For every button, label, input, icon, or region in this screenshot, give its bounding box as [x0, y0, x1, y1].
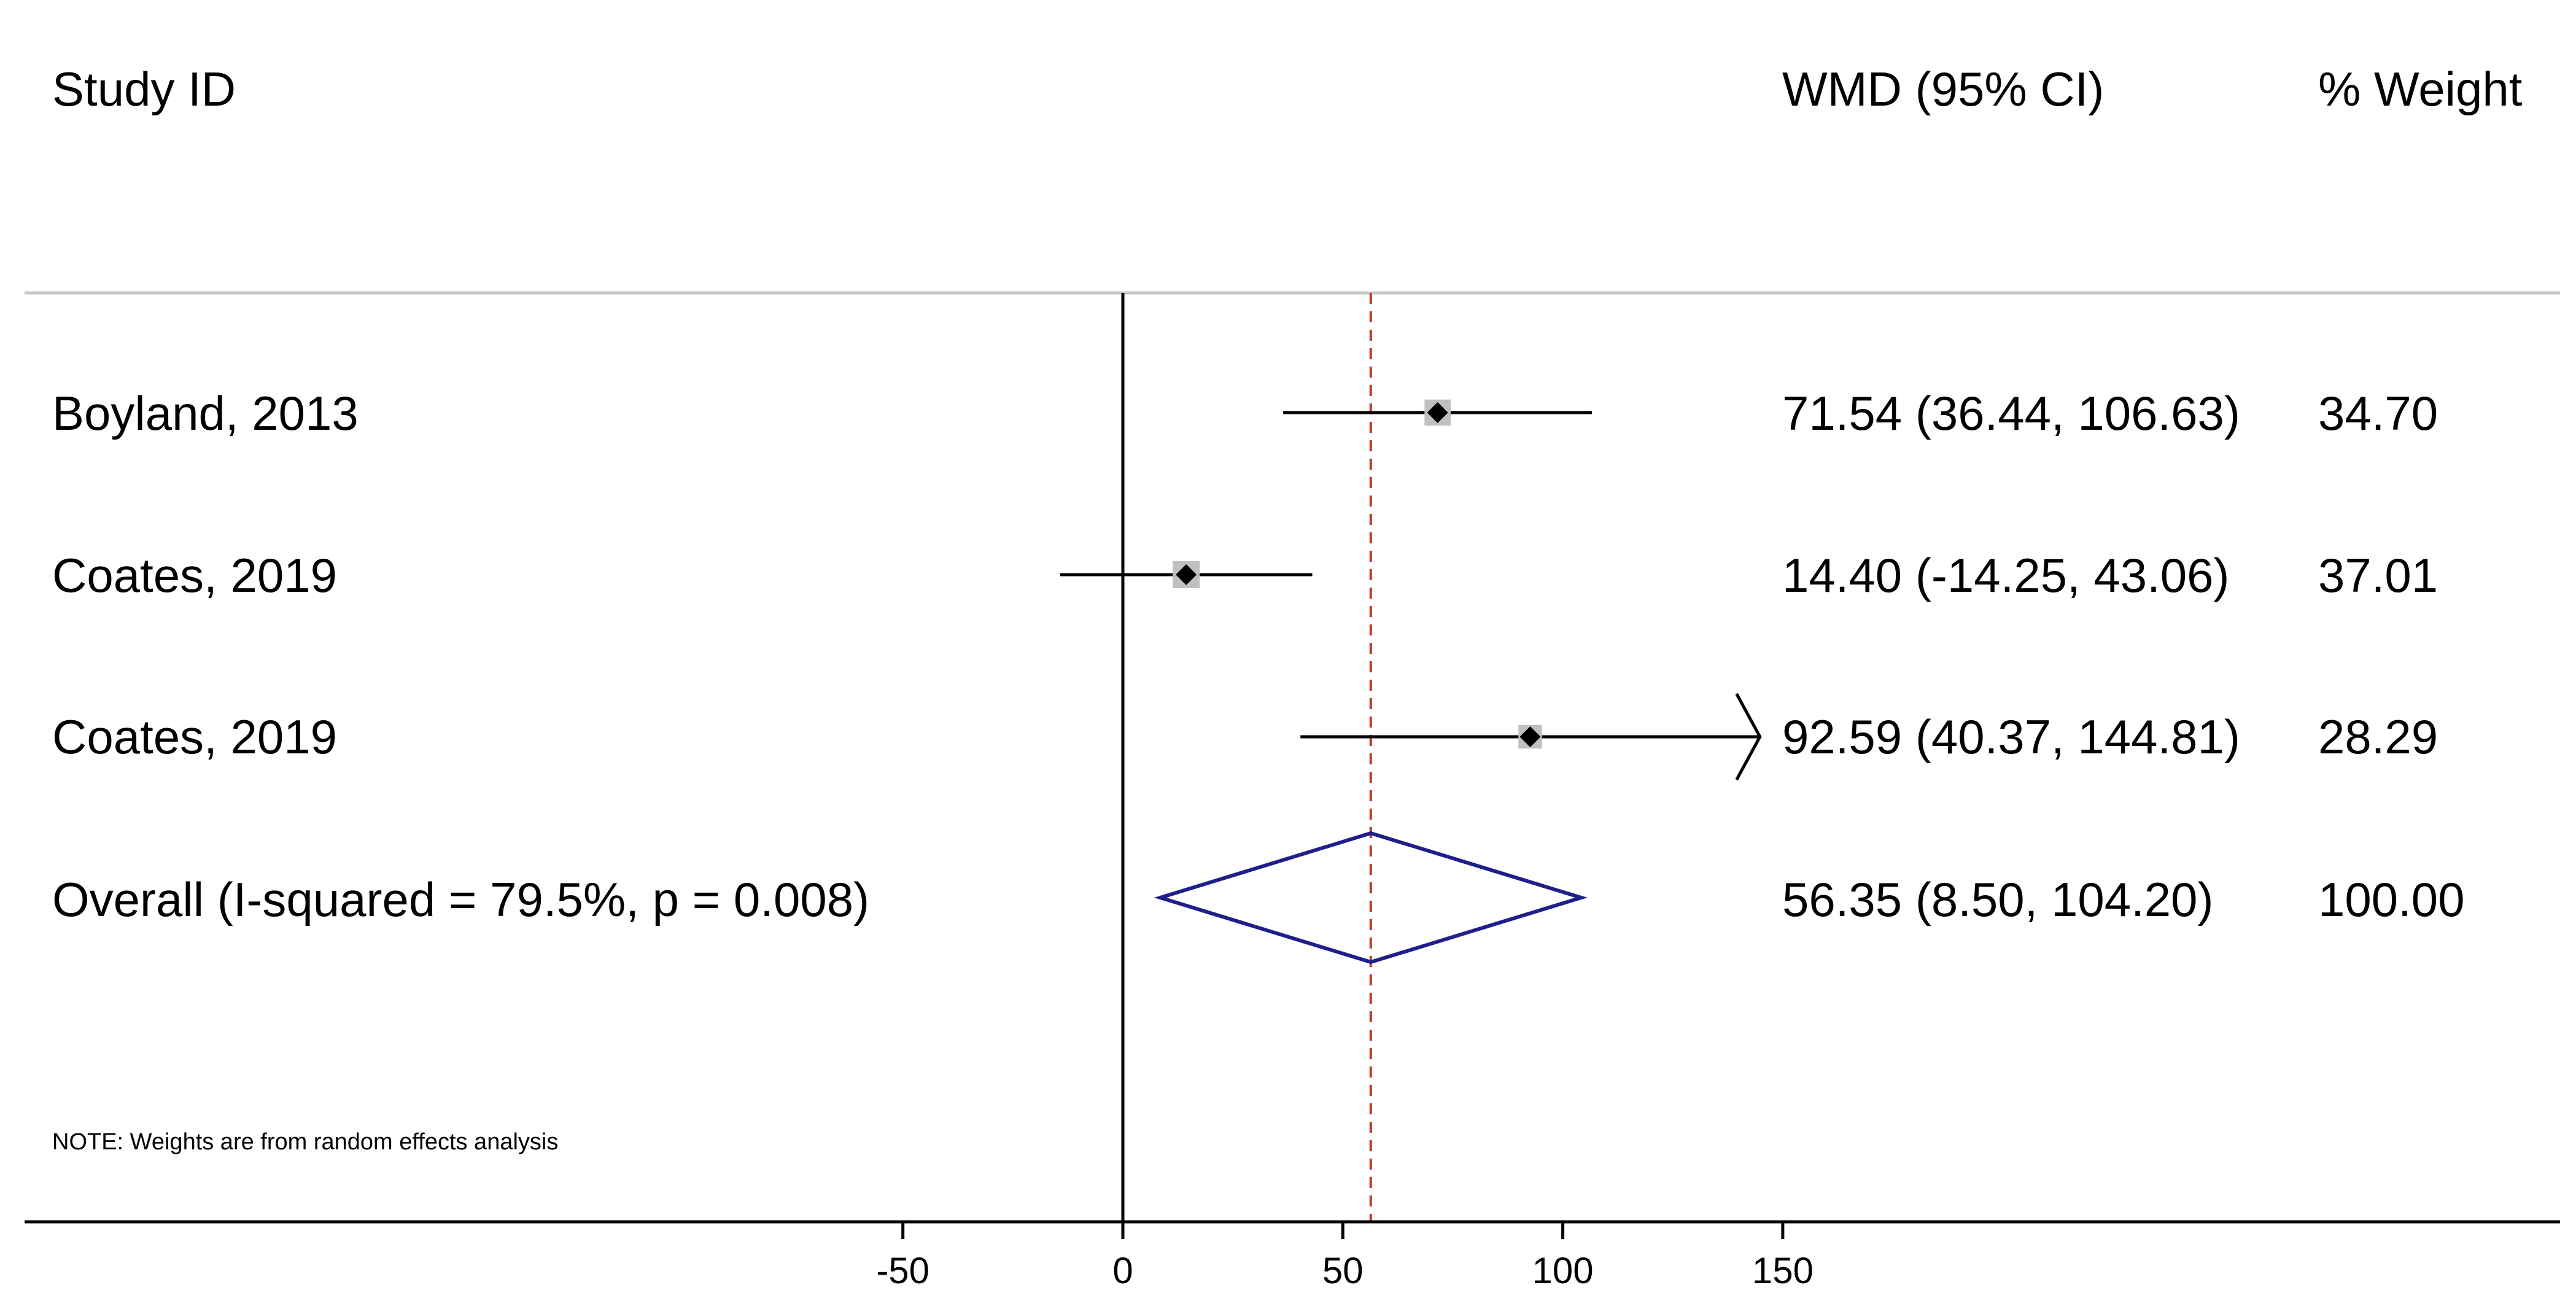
study-point-estimate	[1176, 564, 1197, 585]
study-point-estimate	[1519, 726, 1541, 747]
x-axis-tick-label: 50	[1322, 1250, 1364, 1291]
study-weight-text: 34.70	[2318, 386, 2438, 440]
study-label: Coates, 2019	[52, 710, 337, 764]
header-effect-ci: WMD (95% CI)	[1782, 62, 2104, 116]
header-study-id: Study ID	[52, 62, 236, 116]
x-axis-tick-label: 0	[1112, 1250, 1133, 1291]
study-weight-text: 28.29	[2318, 710, 2438, 764]
weights-note: NOTE: Weights are from random effects an…	[52, 1129, 558, 1155]
study-label: Coates, 2019	[52, 548, 337, 602]
study-label: Boyland, 2013	[52, 386, 359, 440]
overall-diamond	[1154, 831, 1588, 965]
study-ci-arrow	[1735, 693, 1762, 781]
plot-marks: -50 0 50 100 150	[25, 293, 2560, 1291]
overall-weight-text: 100.00	[2318, 872, 2465, 926]
x-axis-tick-label: 100	[1532, 1250, 1594, 1291]
study-weight-text: 37.01	[2318, 548, 2438, 602]
x-axis-tick-label: 150	[1752, 1250, 1814, 1291]
overall-ci-text: 56.35 (8.50, 104.20)	[1782, 872, 2214, 926]
study-ci-text: 14.40 (-14.25, 43.06)	[1782, 548, 2230, 602]
overall-label: Overall (I-squared = 79.5%, p = 0.008)	[52, 872, 869, 926]
study-ci-text: 92.59 (40.37, 144.81)	[1782, 710, 2240, 764]
header-weight: % Weight	[2318, 62, 2523, 116]
x-axis-tick-label: -50	[876, 1250, 929, 1291]
study-point-estimate	[1427, 402, 1448, 423]
study-ci-text: 71.54 (36.44, 106.63)	[1782, 386, 2240, 440]
